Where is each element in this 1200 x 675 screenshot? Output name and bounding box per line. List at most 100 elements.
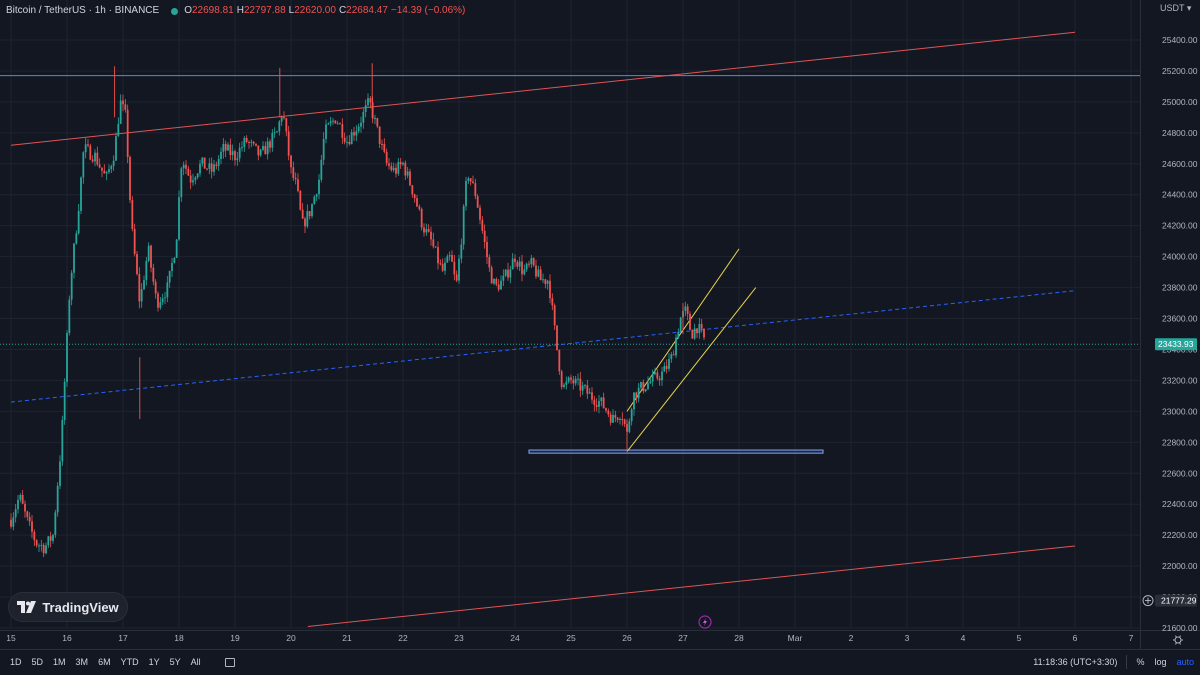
- time-tick-label: 25: [566, 633, 576, 643]
- range-5y[interactable]: 5Y: [169, 657, 181, 667]
- candle-body: [54, 512, 57, 535]
- gear-tooth: [1179, 642, 1181, 645]
- candle-body: [306, 211, 309, 227]
- candle-body: [47, 536, 50, 546]
- candle-body: [479, 207, 481, 220]
- clock[interactable]: 11:18:36 (UTC+3:30): [1033, 657, 1118, 667]
- candle-body: [126, 109, 129, 157]
- candle-body: [497, 284, 500, 290]
- candle-body: [166, 282, 169, 298]
- candle-body: [614, 414, 617, 418]
- divider: [1126, 655, 1128, 669]
- candle-body: [173, 257, 176, 263]
- range-all[interactable]: All: [190, 657, 201, 667]
- tradingview-logo-icon: [17, 601, 37, 613]
- crosshair-price-badge: [1155, 594, 1197, 607]
- trend-line-upper-channel: [10, 31, 1076, 146]
- candle-body: [234, 151, 236, 161]
- candle-body: [115, 136, 117, 161]
- candle-body: [199, 163, 201, 174]
- range-1m[interactable]: 1M: [53, 657, 66, 667]
- range-6m[interactable]: 6M: [98, 657, 111, 667]
- low-value: 22620.00: [294, 5, 336, 16]
- range-3m[interactable]: 3M: [75, 657, 89, 667]
- candle-body: [686, 306, 689, 314]
- candle-body: [378, 126, 381, 144]
- range-ytd[interactable]: YTD: [120, 657, 139, 667]
- candle-body: [257, 145, 260, 156]
- candle-body: [700, 324, 703, 329]
- symbol-title[interactable]: Bitcoin / TetherUS · 1h · BINANCE: [6, 5, 160, 16]
- price-tick-label: 21600.00: [1162, 623, 1198, 633]
- candle-body: [637, 387, 640, 399]
- auto-toggle[interactable]: auto: [1176, 657, 1194, 667]
- range-1d[interactable]: 1D: [10, 657, 22, 667]
- price-tick-label: 22000.00: [1162, 561, 1198, 571]
- candle-body: [271, 132, 274, 148]
- range-1y[interactable]: 1Y: [148, 657, 160, 667]
- candle-body: [553, 305, 556, 326]
- percent-toggle[interactable]: %: [1136, 657, 1145, 667]
- log-toggle[interactable]: log: [1154, 657, 1167, 667]
- candle-body: [619, 418, 621, 420]
- candle-body: [152, 267, 155, 282]
- tradingview-logo[interactable]: TradingView: [8, 592, 128, 622]
- candle-body: [362, 111, 365, 123]
- candle-body: [145, 260, 148, 281]
- candle-body: [42, 544, 45, 554]
- candle-body: [290, 155, 292, 168]
- candle-body: [658, 378, 661, 381]
- candle-body: [236, 158, 239, 161]
- candle-body: [476, 196, 479, 208]
- candle-body: [630, 409, 633, 422]
- time-axis[interactable]: 15 16 17 18 19 20 21 22 23 24 25 26 27 28 Mar 2 3 4 5 6 7: [6, 633, 1183, 645]
- candle-body: [651, 374, 654, 382]
- chart-canvas[interactable]: 25400.00 25200.00 25000.00 24800.00 24600.00…: [0, 0, 1200, 650]
- candle-body: [66, 333, 68, 382]
- price-tick-label: 23800.00: [1162, 283, 1198, 293]
- candle-body: [192, 180, 194, 183]
- candle-body: [665, 366, 668, 369]
- candle-body: [367, 98, 369, 106]
- add-alert-icon[interactable]: [1142, 595, 1154, 607]
- candle-body: [535, 265, 537, 277]
- candle-body: [136, 254, 138, 275]
- time-tick-label: 4: [961, 633, 966, 643]
- candle-body: [336, 123, 339, 125]
- gear-tooth: [1175, 635, 1177, 638]
- price-tick-label: 24200.00: [1162, 221, 1198, 231]
- candle-body: [131, 200, 134, 229]
- candle-body: [353, 132, 355, 136]
- currency-selector[interactable]: USDT ▾: [1160, 3, 1191, 14]
- candle-body: [465, 180, 467, 207]
- crosshair-price-label: 21777.29: [1161, 596, 1197, 606]
- candle-body: [444, 262, 446, 271]
- time-tick-label: 16: [62, 633, 72, 643]
- candle-body: [376, 118, 379, 127]
- candle-body: [222, 143, 225, 152]
- price-tick-label: 23200.00: [1162, 375, 1198, 385]
- candle-body: [628, 421, 631, 432]
- right-tools: 11:18:36 (UTC+3:30) % log auto: [1033, 650, 1194, 674]
- candle-body: [668, 359, 670, 369]
- candle-body: [178, 197, 180, 240]
- settings-gear-icon[interactable]: [1174, 636, 1182, 644]
- trend-line-lower-channel: [307, 545, 1076, 627]
- price-axis[interactable]: 25400.00 25200.00 25000.00 24800.00 24600.00…: [698, 35, 1198, 633]
- candle-body: [350, 132, 353, 145]
- candle-body: [185, 164, 187, 169]
- price-tick-label: 23000.00: [1162, 406, 1198, 416]
- candle-body: [133, 228, 136, 255]
- candle-body: [383, 143, 386, 152]
- time-tick-label: 23: [454, 633, 464, 643]
- candle-body: [278, 121, 281, 132]
- candle-body: [201, 157, 204, 164]
- time-tick-label: 15: [6, 633, 16, 643]
- candle-body: [269, 141, 271, 148]
- range-5d[interactable]: 5D: [31, 657, 44, 667]
- candle-body: [294, 177, 297, 180]
- candle-body: [210, 163, 213, 172]
- low-label: L: [288, 5, 295, 16]
- candle-body: [229, 144, 232, 156]
- calendar-icon[interactable]: [224, 657, 235, 667]
